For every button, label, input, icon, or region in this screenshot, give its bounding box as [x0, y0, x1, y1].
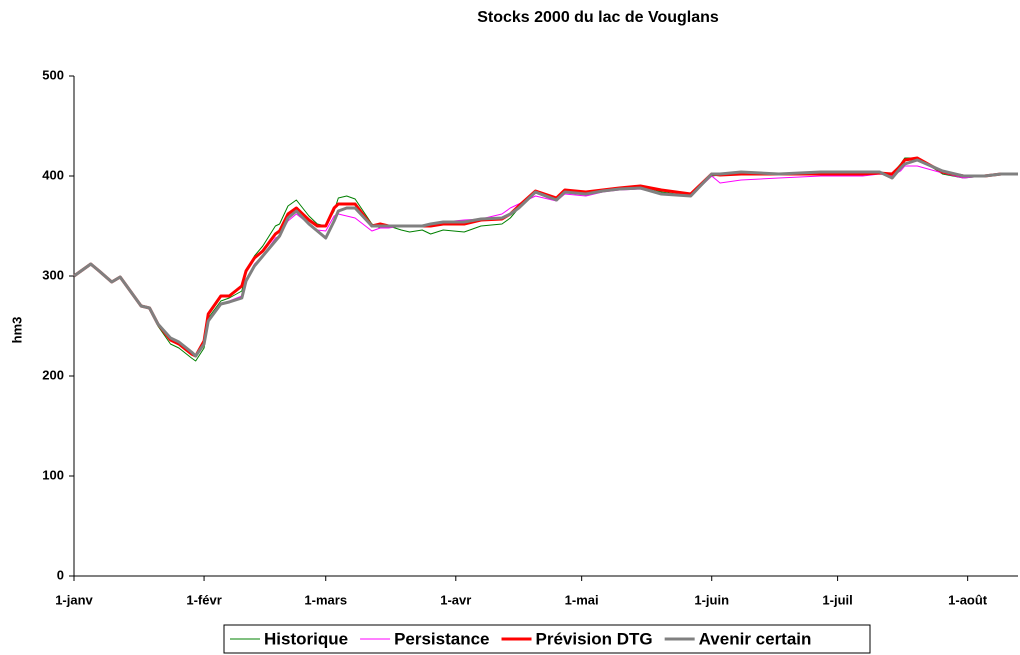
legend-label: Avenir certain — [699, 629, 812, 648]
y-tick-label: 100 — [42, 467, 64, 482]
series-line — [73, 156, 1018, 358]
y-tick-label: 0 — [57, 567, 64, 582]
x-tick-label: 1-août — [948, 592, 988, 607]
legend-label: Prévision DTG — [536, 629, 653, 648]
series-line — [73, 157, 1018, 362]
x-tick-label: 1-févr — [186, 592, 221, 607]
x-tick-label: 1-juil — [822, 592, 852, 607]
x-tick-label: 1-mars — [304, 592, 347, 607]
y-tick-label: 400 — [42, 167, 64, 182]
x-tick-label: 1-mai — [565, 592, 599, 607]
y-tick-label: 500 — [42, 67, 64, 82]
x-tick-label: 1-janv — [55, 592, 93, 607]
legend — [223, 624, 871, 654]
series-line — [73, 158, 1018, 358]
y-axis-label: hm3 — [9, 317, 24, 344]
y-tick-label: 300 — [42, 267, 64, 282]
x-tick-label: 1-juin — [694, 592, 729, 607]
legend-label: Historique — [264, 629, 348, 648]
chart-title: Stocks 2000 du lac de Vouglans — [477, 9, 719, 26]
legend-label: Persistance — [394, 629, 489, 648]
x-tick-label: 1-avr — [440, 592, 471, 607]
y-tick-label: 200 — [42, 367, 64, 382]
